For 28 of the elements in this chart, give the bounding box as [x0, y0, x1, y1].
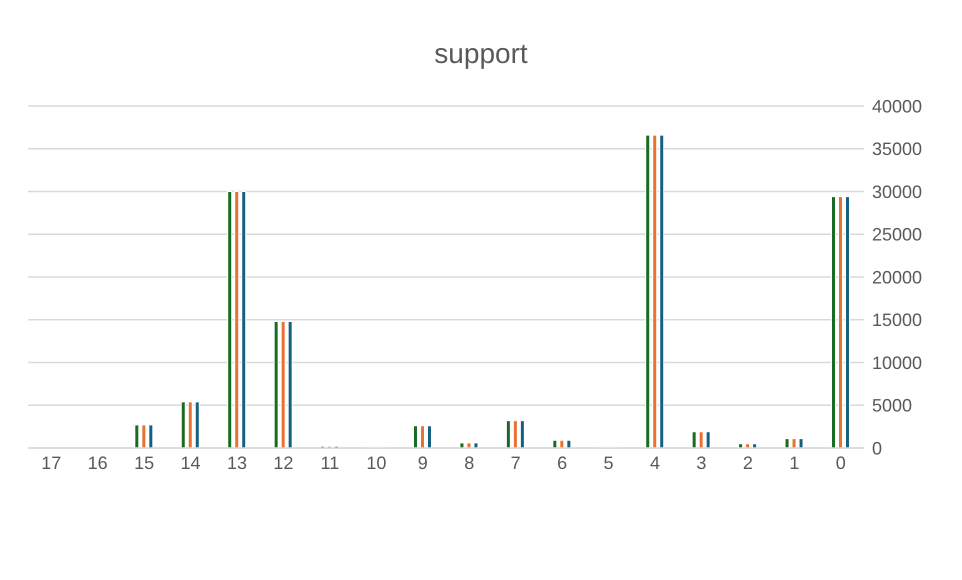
- x-tick-label: 16: [88, 452, 108, 473]
- x-tick-label: 3: [696, 452, 706, 473]
- y-tick-label: 25000: [872, 224, 922, 245]
- x-tick-label: 17: [41, 452, 62, 473]
- y-tick-label: 15000: [872, 310, 922, 330]
- y-tick-label: 0: [872, 438, 882, 458]
- x-tick-label: 4: [650, 452, 660, 473]
- y-tick-label: 40000: [872, 96, 922, 116]
- y-tick-label: 35000: [872, 139, 922, 160]
- x-tick-label: 12: [273, 452, 294, 473]
- chart-title: support: [433, 37, 529, 71]
- x-tick-label: 8: [464, 452, 474, 473]
- x-tick-label: 10: [366, 452, 386, 473]
- x-tick-label: 9: [418, 452, 428, 473]
- x-tick-label: 1: [789, 452, 800, 473]
- x-tick-label: 7: [510, 452, 521, 473]
- y-tick-label: 20000: [872, 267, 922, 288]
- x-tick-label: 0: [836, 452, 846, 473]
- x-tick-label: 2: [742, 452, 753, 473]
- y-tick-label: 5000: [872, 396, 912, 416]
- x-tick-label: 14: [180, 452, 201, 473]
- y-tick-label: 10000: [872, 352, 922, 373]
- x-tick-label: 5: [604, 452, 614, 473]
- x-tick-label: 11: [320, 452, 340, 473]
- y-tick-label: 30000: [872, 182, 922, 202]
- x-tick-label: 15: [134, 452, 154, 473]
- x-tick-label: 6: [557, 452, 568, 473]
- x-tick-label: 13: [226, 452, 248, 473]
